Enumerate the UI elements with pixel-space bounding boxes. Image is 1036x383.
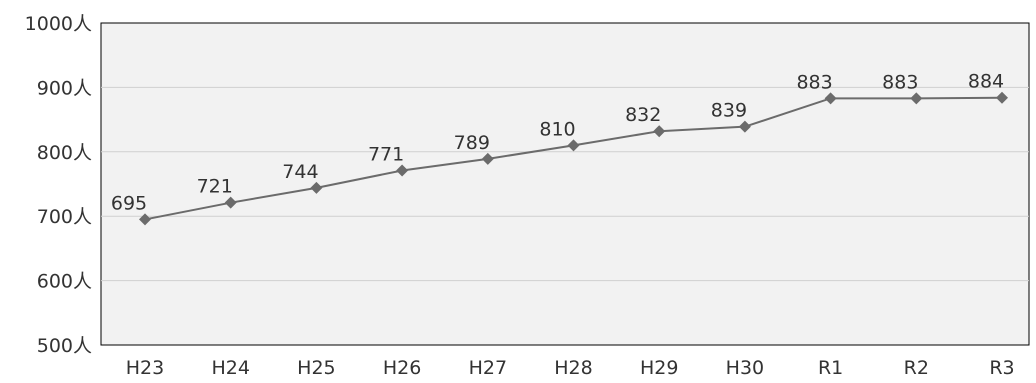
data-label: 883 [882, 71, 918, 93]
x-tick-label: H27 [469, 357, 507, 379]
plot-area [100, 22, 1030, 346]
y-tick-label: 1000人 [25, 13, 92, 35]
data-label: 789 [454, 132, 490, 154]
data-point-marker [481, 152, 494, 165]
data-point-marker [738, 120, 751, 133]
data-point-marker [139, 213, 151, 226]
x-tick-label: H29 [640, 357, 678, 379]
data-point-marker [310, 181, 323, 194]
y-tick-label: 800人 [37, 142, 92, 164]
data-markers [139, 91, 1008, 226]
data-point-marker [653, 125, 666, 138]
data-label: 883 [796, 71, 832, 93]
x-tick-label: H28 [554, 357, 592, 379]
data-label: 839 [711, 100, 747, 122]
data-point-marker [910, 92, 923, 105]
data-point-marker [567, 139, 580, 152]
data-label: 832 [625, 104, 661, 126]
y-axis-tick-labels: 1000人 900人 800人 700人 600人 500人 [25, 13, 92, 357]
data-label: 695 [111, 192, 147, 214]
y-tick-label: 500人 [37, 335, 92, 357]
data-point-marker [996, 91, 1008, 104]
x-tick-label: H30 [726, 357, 764, 379]
y-tick-label: 900人 [37, 77, 92, 99]
data-label: 771 [368, 143, 404, 165]
y-tick-label: 600人 [37, 271, 92, 293]
data-label: 744 [282, 161, 318, 183]
x-tick-label: R3 [989, 357, 1014, 379]
data-point-marker [396, 164, 409, 177]
data-labels: 695 721 744 771 789 810 832 839 883 883 884 [111, 71, 1004, 215]
data-label: 721 [197, 176, 233, 198]
x-axis-tick-labels: H23 H24 H25 H26 H27 H28 H29 H30 R1 R2 R3 [126, 357, 1015, 379]
x-tick-label: R2 [904, 357, 929, 379]
x-tick-label: H25 [297, 357, 335, 379]
x-tick-label: H26 [383, 357, 421, 379]
data-point-marker [824, 92, 837, 105]
y-tick-label: 700人 [37, 206, 92, 228]
x-tick-label: R1 [818, 357, 843, 379]
grid-lines [101, 86, 1029, 282]
data-label: 810 [539, 118, 575, 140]
x-tick-label: H24 [211, 357, 249, 379]
x-tick-label: H23 [126, 357, 164, 379]
data-point-marker [224, 196, 237, 209]
data-label: 884 [968, 71, 1004, 93]
